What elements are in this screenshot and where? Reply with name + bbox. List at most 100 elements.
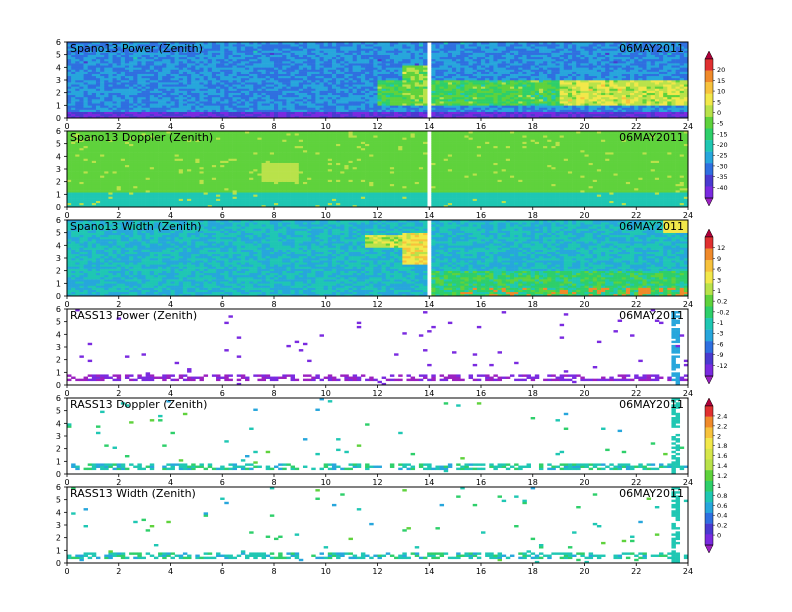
heat-cell xyxy=(67,42,72,45)
heat-cell xyxy=(253,69,258,72)
heat-cell xyxy=(638,52,643,55)
heat-cell xyxy=(402,63,407,66)
heat-cell xyxy=(83,77,88,81)
heat-cell xyxy=(87,65,93,68)
heat-cell xyxy=(638,48,643,51)
heat-cell xyxy=(340,96,345,100)
heat-cell xyxy=(232,115,238,119)
heat-cell xyxy=(447,46,453,49)
heat-cell xyxy=(439,42,445,45)
heat-cell xyxy=(133,75,138,79)
heat-cell xyxy=(385,77,391,81)
heat-cell xyxy=(456,56,461,60)
heat-cell xyxy=(269,61,275,64)
heat-cell xyxy=(460,61,465,64)
heat-cell xyxy=(452,73,457,77)
heat-cell xyxy=(158,107,163,110)
heat-cell xyxy=(158,103,163,106)
heat-cell xyxy=(220,63,225,66)
heat-cell xyxy=(443,73,449,77)
heat-cell xyxy=(505,67,511,70)
heat-cell xyxy=(360,75,366,79)
heat-cell xyxy=(311,103,316,106)
heat-cell xyxy=(203,105,209,108)
heat-cell xyxy=(104,73,109,77)
heat-cell xyxy=(336,109,341,112)
heat-cell xyxy=(104,69,109,72)
heat-cell xyxy=(501,80,507,83)
heat-cell xyxy=(331,50,337,53)
heat-cell xyxy=(464,56,469,60)
heat-cell xyxy=(373,109,378,112)
heat-cell xyxy=(476,75,482,79)
heat-cell xyxy=(290,109,295,112)
heat-cell xyxy=(464,111,469,115)
heat-cell xyxy=(91,56,97,60)
heat-cell xyxy=(493,86,498,89)
heat-cell xyxy=(79,44,84,47)
heat-cell xyxy=(625,56,631,60)
heat-cell xyxy=(203,92,209,96)
heat-cell xyxy=(108,73,113,77)
heat-cell xyxy=(178,92,184,96)
heat-cell xyxy=(207,50,213,53)
heat-cell xyxy=(232,56,238,60)
heat-cell xyxy=(596,94,602,98)
heat-cell xyxy=(584,115,589,119)
heat-cell xyxy=(642,103,647,106)
heat-cell xyxy=(348,109,353,112)
heat-cell xyxy=(518,96,523,100)
heat-cell xyxy=(559,94,565,98)
heat-cell xyxy=(79,77,84,81)
heat-cell xyxy=(505,77,511,81)
heat-cell xyxy=(327,105,333,108)
heat-cell xyxy=(418,77,424,81)
heat-cell xyxy=(522,92,527,96)
heat-cell xyxy=(307,42,312,45)
heat-cell xyxy=(311,105,316,108)
heat-cell xyxy=(108,77,113,81)
heat-cell xyxy=(331,94,337,98)
heat-cell xyxy=(75,54,80,58)
heat-cell xyxy=(559,61,565,64)
heat-cell xyxy=(634,101,639,104)
heat-cell xyxy=(493,90,498,93)
heat-cell xyxy=(522,67,527,70)
heat-cell xyxy=(211,109,217,112)
heat-cell xyxy=(245,94,250,98)
heat-cell xyxy=(162,94,167,98)
heat-cell xyxy=(191,42,196,45)
heat-cell xyxy=(584,92,589,96)
heat-cell xyxy=(505,52,511,55)
heat-cell xyxy=(228,86,233,89)
heat-cell xyxy=(555,63,560,66)
heat-cell xyxy=(302,107,308,110)
heat-cell xyxy=(331,80,337,83)
heat-cell xyxy=(621,52,627,55)
heat-cell xyxy=(286,73,291,77)
heat-cell xyxy=(145,86,151,89)
heat-cell xyxy=(133,73,138,77)
heat-cell xyxy=(83,48,88,51)
heat-cell xyxy=(203,42,209,45)
heat-cell xyxy=(71,63,76,66)
heat-cell xyxy=(402,48,407,51)
heat-cell xyxy=(592,82,598,85)
heat-cell xyxy=(385,82,391,85)
heat-cell xyxy=(302,58,308,62)
heat-cell xyxy=(381,44,387,47)
heat-cell xyxy=(592,94,598,98)
heat-cell xyxy=(447,77,453,81)
heat-cell xyxy=(104,75,109,79)
heat-cell xyxy=(145,56,151,60)
heat-cell xyxy=(108,75,113,79)
heat-cell xyxy=(447,65,453,68)
heat-cell xyxy=(257,82,262,85)
heat-cell xyxy=(435,46,440,49)
heat-cell xyxy=(311,77,316,81)
heat-cell xyxy=(174,63,180,66)
heat-cell xyxy=(236,52,242,55)
heat-cell xyxy=(100,99,105,102)
heat-cell xyxy=(406,99,411,102)
heat-cell xyxy=(555,46,560,49)
